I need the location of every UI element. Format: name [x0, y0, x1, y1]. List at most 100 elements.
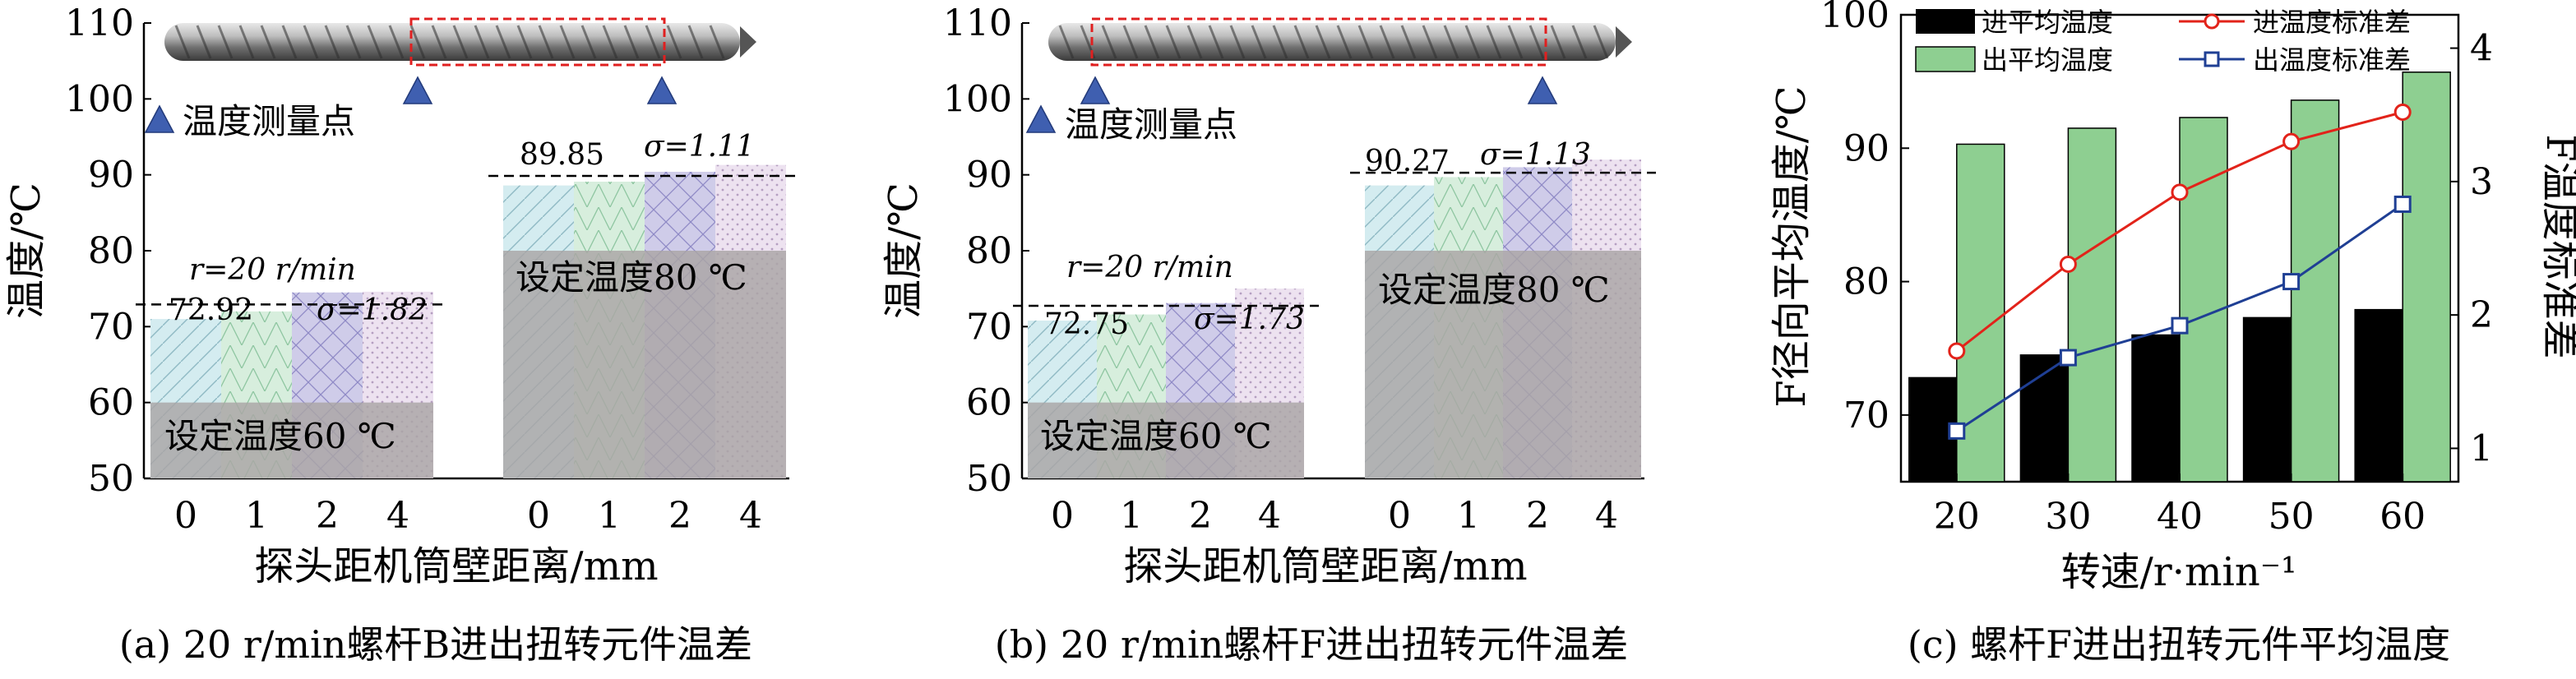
c-bar-inlet-mean-3	[2242, 316, 2292, 483]
c-right-y-tick-label: 2	[2470, 294, 2493, 336]
c-x-tick-label: 50	[2268, 496, 2315, 538]
c-point-outlet-std-0	[1948, 422, 1966, 440]
panel-c-right-y-label: F温度标准差	[2537, 134, 2576, 358]
panel-b-probe-label: 温度测量点	[1065, 104, 1237, 145]
a-screw-flight	[196, 25, 212, 59]
legend-swatch-inlet-mean	[1916, 9, 1975, 34]
panel-c-lines	[1948, 103, 2412, 440]
b-y-tick-label: 80	[966, 230, 1012, 272]
b-screw-flight	[1571, 25, 1588, 59]
panel-c-left-y-ticks: 70 80 90 100	[1820, 0, 1909, 436]
panel-c-right-y-ticks: 1 2 3 4	[2450, 28, 2493, 469]
c-bar-outlet-mean-2	[2179, 117, 2228, 483]
a-x-tick-label: 4	[739, 495, 762, 537]
c-bar-inlet-mean-1	[2019, 354, 2070, 483]
c-y-tick-label: 90	[1843, 127, 1889, 169]
c-right-y-tick-label: 1	[2470, 427, 2493, 469]
a-screw-flight	[303, 25, 319, 59]
panel-a-inlet-sigma-label: σ=1.82	[317, 293, 428, 327]
panel-b-outlet-sigma-label: σ=1.13	[1480, 138, 1591, 172]
a-screw-flight	[516, 25, 533, 59]
panel-c-x-ticks: 20 30 40 50 60	[1934, 473, 2426, 538]
c-bar-inlet-mean-2	[2131, 334, 2181, 483]
b-y-tick-label: 100	[943, 78, 1012, 120]
b-x-tick-label: 2	[1526, 495, 1549, 537]
panel-b-y-label: 温度/℃	[881, 182, 927, 319]
b-y-tick-label: 90	[966, 155, 1012, 196]
panel-c-caption: (c) 螺杆F进出扭转元件平均温度	[1908, 622, 2450, 667]
panel-a-y-ticks: 50 60 70 80 90 100 110	[65, 2, 151, 500]
a-screw-flight	[645, 25, 661, 59]
b-x-tick-label: 4	[1258, 495, 1281, 537]
a-set-temp-overlay-inlet	[150, 402, 433, 478]
a-screw-flight	[666, 25, 682, 59]
panel-b-outlet-set-label: 设定温度80 ℃	[1378, 270, 1610, 310]
panel-b-x-label: 探头距机筒壁距离/mm	[1123, 543, 1527, 589]
c-y-tick-label: 70	[1843, 395, 1889, 436]
b-x-tick-label: 1	[1457, 495, 1480, 537]
a-screw-flight	[324, 25, 340, 59]
panel-b-mean-lines	[1013, 171, 1656, 307]
b-probe-marker-outlet	[1527, 76, 1558, 104]
a-screw-flight	[559, 25, 576, 59]
panel-a-set-temperature-overlays	[150, 251, 786, 478]
a-screw-flight	[580, 25, 597, 59]
c-x-tick-label: 30	[2045, 496, 2091, 538]
a-screw-flight	[388, 25, 405, 59]
legend-label-outlet-std: 出温度标准差	[2253, 44, 2411, 76]
b-x-tick-label: 0	[1051, 495, 1074, 537]
a-screw-flight	[687, 25, 704, 59]
panel-a-y-label: 温度/℃	[3, 182, 49, 319]
a-y-tick-label: 100	[65, 78, 134, 120]
legend-swatch-outlet-mean	[1915, 46, 1976, 72]
panel-b-screw-image	[1025, 17, 1632, 133]
panel-b-outlet-mean-label: 90.27	[1365, 145, 1450, 178]
a-y-tick-label: 80	[88, 230, 134, 272]
b-x-tick-label: 0	[1388, 495, 1411, 537]
b-x-tick-label: 4	[1595, 495, 1618, 537]
b-screw-flight	[1208, 25, 1224, 59]
panel-a-inlet-mean-label: 72.92	[169, 293, 253, 327]
a-screw-flight	[409, 25, 426, 59]
legend-label-outlet-mean: 出平均温度	[1982, 44, 2113, 76]
a-kneading-zone-box	[409, 17, 666, 67]
panel-a-x-label: 探头距机筒壁距离/mm	[254, 543, 658, 589]
b-screw-flight	[1251, 25, 1267, 59]
b-probe-legend-marker	[1025, 104, 1057, 133]
b-x-tick-label: 2	[1189, 495, 1212, 537]
a-screw-flight	[281, 25, 298, 59]
c-point-inlet-std-1	[2059, 255, 2077, 273]
c-point-outlet-std-3	[2282, 273, 2301, 291]
c-point-inlet-std-3	[2282, 132, 2301, 150]
panel-a-speed-label: r=20 r/min	[189, 253, 356, 287]
c-point-outlet-std-4	[2393, 195, 2412, 213]
c-x-tick-label: 40	[2157, 496, 2203, 538]
a-screw-flight	[495, 25, 511, 59]
b-screw-flight	[1443, 25, 1459, 59]
legend-label-inlet-mean: 进平均温度	[1982, 7, 2113, 38]
panel-b-x-ticks: 0 1 2 4 0 1 2 4	[1051, 495, 1618, 537]
b-set-temp-overlay-inlet	[1028, 402, 1304, 478]
a-screw-flight	[238, 25, 255, 59]
a-screw-flight	[345, 25, 362, 59]
a-x-tick-label: 0	[174, 495, 197, 537]
a-y-tick-label: 110	[65, 2, 134, 44]
b-screw-flight	[1122, 25, 1139, 59]
a-screw-flight	[623, 25, 640, 59]
c-bar-outlet-mean-4	[2402, 72, 2451, 483]
b-screw-flight	[1550, 25, 1566, 59]
a-y-tick-label: 60	[88, 382, 134, 424]
panel-a-outlet-sigma-label: σ=1.11	[644, 130, 755, 164]
b-set-temp-overlay-outlet	[1365, 251, 1641, 478]
a-screw-flight	[474, 25, 490, 59]
c-y-tick-label: 100	[1820, 0, 1889, 36]
a-set-temp-overlay-outlet	[503, 251, 786, 478]
a-x-tick-label: 0	[527, 495, 550, 537]
b-screw-flight	[1186, 25, 1203, 59]
panel-a-outlet-mean-label: 89.85	[520, 138, 604, 172]
b-screw-flight	[1315, 25, 1331, 59]
c-point-inlet-std-0	[1948, 342, 1966, 360]
c-point-outlet-std-2	[2171, 316, 2189, 335]
panel-b-inlet-sigma-label: σ=1.73	[1194, 303, 1305, 336]
